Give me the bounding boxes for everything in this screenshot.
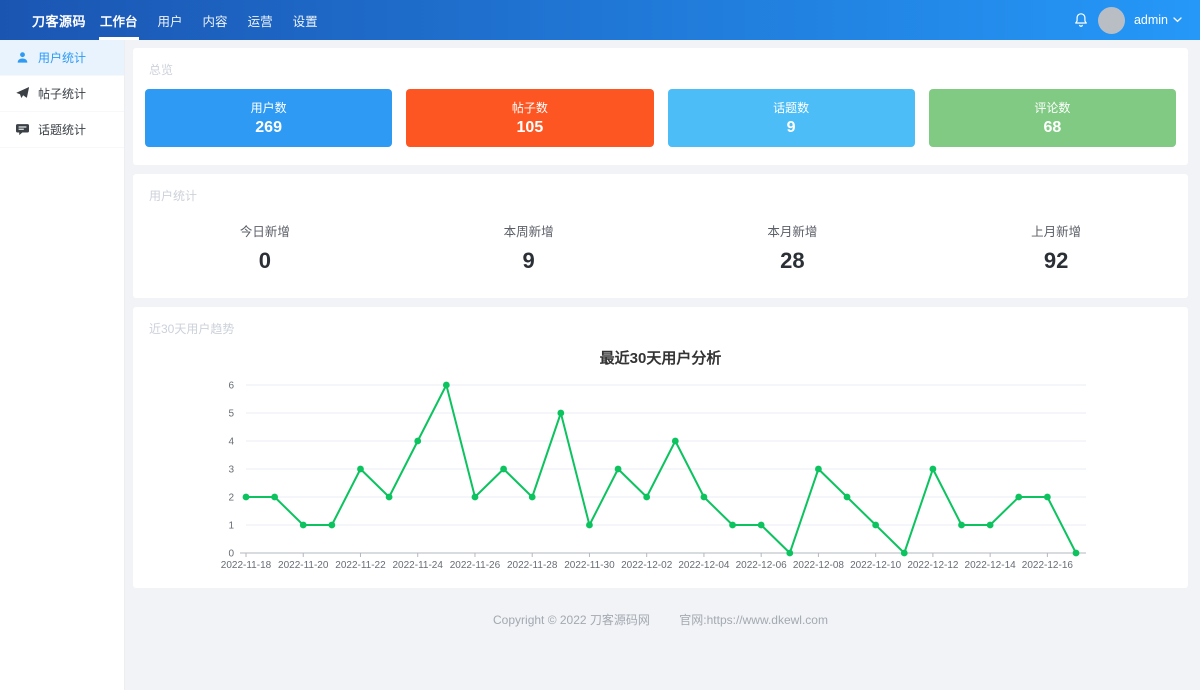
stat-card-comments: 评论数 68 [928, 89, 1176, 147]
svg-text:2022-11-22: 2022-11-22 [335, 560, 386, 571]
svg-text:2022-11-20: 2022-11-20 [278, 560, 329, 571]
chevron-down-icon [1173, 17, 1182, 23]
stat-card-value: 9 [786, 119, 796, 136]
stat-card-value: 269 [255, 119, 282, 136]
sidebar-item-topic-stats[interactable]: 话题统计 [0, 112, 124, 148]
nav-item-users[interactable]: 用户 [148, 0, 193, 40]
sidebar-item-label: 用户统计 [38, 51, 87, 65]
nav-item-content[interactable]: 内容 [193, 0, 238, 40]
paper-plane-icon [16, 87, 29, 98]
line-chart: 0 1 2 3 4 5 6 2022-11-18 2022-11-20 2022-11-22 202… [220, 381, 1086, 571]
sidebar-item-label: 话题统计 [38, 123, 87, 137]
svg-text:2022-12-14: 2022-12-14 [964, 560, 1016, 571]
svg-text:2022-11-18: 2022-11-18 [220, 560, 271, 571]
navbar-right: admin [1073, 6, 1182, 34]
nav-item-label: 运营 [247, 14, 273, 29]
overview-stat-cards: 用户数 269 帖子数 105 话题数 9 评论数 68 [133, 78, 1188, 165]
nav-item-workbench[interactable]: 工作台 [90, 0, 148, 40]
stat-card-label: 用户数 [250, 101, 287, 115]
stat-card-topics: 话题数 9 [667, 89, 915, 147]
svg-text:6: 6 [228, 381, 234, 392]
main-content: 总览 用户数 269 帖子数 105 话题数 9 评论数 68 用户统计 [125, 40, 1200, 690]
user-stats-section-label: 用户统计 [149, 189, 198, 203]
user-avatar[interactable] [1097, 6, 1125, 34]
chart-title: 最近30天用户分析 [599, 350, 722, 367]
svg-text:2022-12-16: 2022-12-16 [1021, 560, 1073, 571]
stat-card-value: 105 [516, 119, 544, 136]
stat-week-new: 本周新增 9 [397, 221, 661, 274]
top-navbar: 刀客源码 工作台 用户 内容 运营 设置 admin [0, 0, 1200, 40]
stat-card-value: 68 [1043, 119, 1062, 136]
nav-item-label: 设置 [292, 14, 318, 29]
main-nav: 工作台 用户 内容 运营 设置 [90, 0, 328, 40]
brand-logo[interactable]: 刀客源码 [32, 13, 87, 29]
nav-item-label: 用户 [157, 14, 183, 29]
svg-text:2022-12-04: 2022-12-04 [678, 560, 730, 571]
user-icon [17, 52, 28, 63]
nav-item-label: 工作台 [100, 14, 138, 29]
svg-text:2022-11-26: 2022-11-26 [449, 560, 500, 571]
nav-item-settings[interactable]: 设置 [283, 0, 328, 40]
stat-last-month-new: 上月新增 92 [924, 221, 1188, 274]
svg-text:2022-12-02: 2022-12-02 [621, 560, 673, 571]
stat-label: 本周新增 [503, 225, 554, 239]
stat-card-label: 话题数 [773, 101, 810, 115]
stat-label: 今日新增 [239, 225, 290, 239]
stat-label: 本月新增 [767, 225, 818, 239]
stat-value: 28 [780, 248, 805, 273]
svg-text:2022-11-30: 2022-11-30 [564, 560, 615, 571]
overview-card: 总览 用户数 269 帖子数 105 话题数 9 评论数 68 [133, 48, 1188, 165]
svg-text:2022-12-06: 2022-12-06 [735, 560, 787, 571]
stat-card-users: 用户数 269 [145, 89, 393, 147]
stat-value: 0 [258, 248, 271, 273]
trend-card: 近30天用户趋势 最近30天用户分析 0 1 2 3 4 5 6 2022-11-18 2022… [133, 307, 1188, 588]
svg-text:0: 0 [228, 549, 234, 560]
stat-card-label: 评论数 [1034, 101, 1071, 115]
svg-text:3: 3 [228, 465, 234, 476]
svg-text:2: 2 [228, 493, 234, 504]
stat-value: 92 [1043, 248, 1069, 273]
comment-icon [16, 124, 29, 136]
stat-card-label: 帖子数 [511, 101, 548, 115]
stat-label: 上月新增 [1031, 225, 1082, 239]
svg-text:4: 4 [228, 437, 234, 448]
svg-text:2022-11-28: 2022-11-28 [506, 560, 557, 571]
trend-section-label: 近30天用户趋势 [149, 322, 235, 336]
svg-text:2022-12-12: 2022-12-12 [907, 560, 959, 571]
copyright-text: Copyright © 2022 刀客源码网 [493, 613, 650, 627]
username-label: admin [1133, 13, 1168, 27]
stat-card-posts: 帖子数 105 [406, 89, 654, 147]
stat-month-new: 本月新增 28 [661, 221, 925, 274]
sidebar-item-label: 帖子统计 [38, 87, 87, 101]
svg-text:2022-11-24: 2022-11-24 [392, 560, 443, 571]
svg-text:1: 1 [228, 521, 234, 532]
sidebar-item-user-stats[interactable]: 用户统计 [0, 40, 124, 76]
user-stats-card: 用户统计 今日新增 0 本周新增 9 本月新增 28 上月新增 92 [133, 174, 1188, 298]
user-stats-row: 今日新增 0 本周新增 9 本月新增 28 上月新增 92 [133, 204, 1188, 298]
svg-text:2022-12-10: 2022-12-10 [850, 560, 902, 571]
nav-item-label: 内容 [202, 14, 228, 29]
bell-icon[interactable] [1073, 12, 1089, 28]
page-footer: Copyright © 2022 刀客源码网 官网:https://www.dk… [133, 597, 1188, 628]
overview-section-label: 总览 [149, 63, 174, 77]
stat-value: 9 [522, 248, 535, 273]
nav-item-operations[interactable]: 运营 [238, 0, 283, 40]
svg-text:5: 5 [228, 409, 234, 420]
user-menu[interactable]: admin [1134, 13, 1182, 27]
sidebar-item-post-stats[interactable]: 帖子统计 [0, 76, 124, 112]
sidebar: 用户统计 帖子统计 话题统计 [0, 40, 125, 690]
stat-today-new: 今日新增 0 [133, 221, 397, 274]
chart-container: 0 1 2 3 4 5 6 2022-11-18 2022-11-20 2022-11-22 202… [133, 372, 1188, 574]
svg-text:2022-12-08: 2022-12-08 [792, 560, 844, 571]
site-link[interactable]: 官网:https://www.dkewl.com [679, 613, 828, 627]
